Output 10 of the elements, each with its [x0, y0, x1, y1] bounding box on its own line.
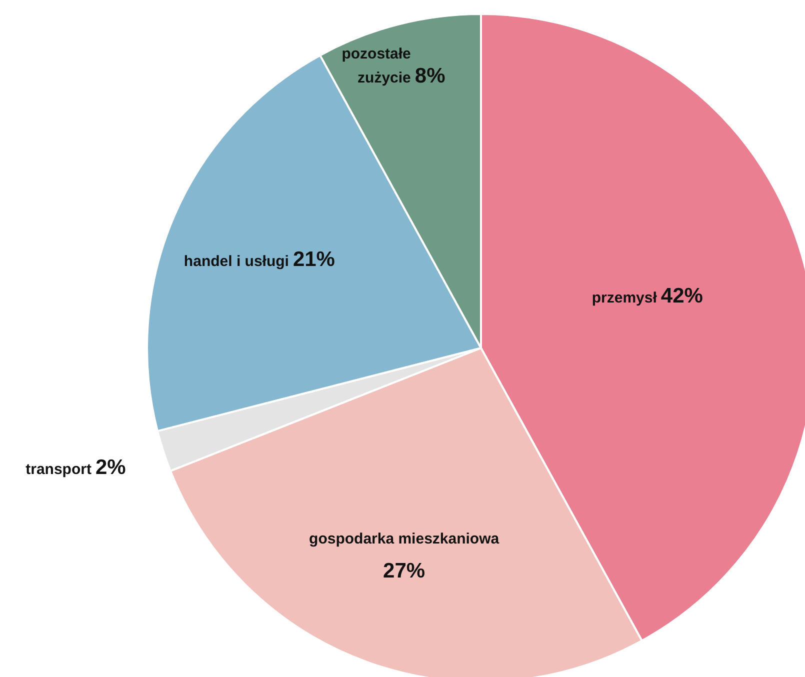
slice-label: transport: [26, 460, 92, 478]
slice-label: handel i usługi: [184, 252, 289, 270]
data-label: 27%: [383, 560, 426, 583]
data-label: 8%: [414, 64, 446, 88]
slice-label: gospodarka mieszkaniowa: [309, 530, 500, 548]
data-label: 42%: [660, 284, 704, 308]
slice-label: pozostałe zużycie: [342, 46, 411, 87]
data-label: 21%: [292, 248, 336, 271]
data-label: 2%: [95, 456, 126, 479]
slice-label: przemysł: [592, 289, 658, 306]
